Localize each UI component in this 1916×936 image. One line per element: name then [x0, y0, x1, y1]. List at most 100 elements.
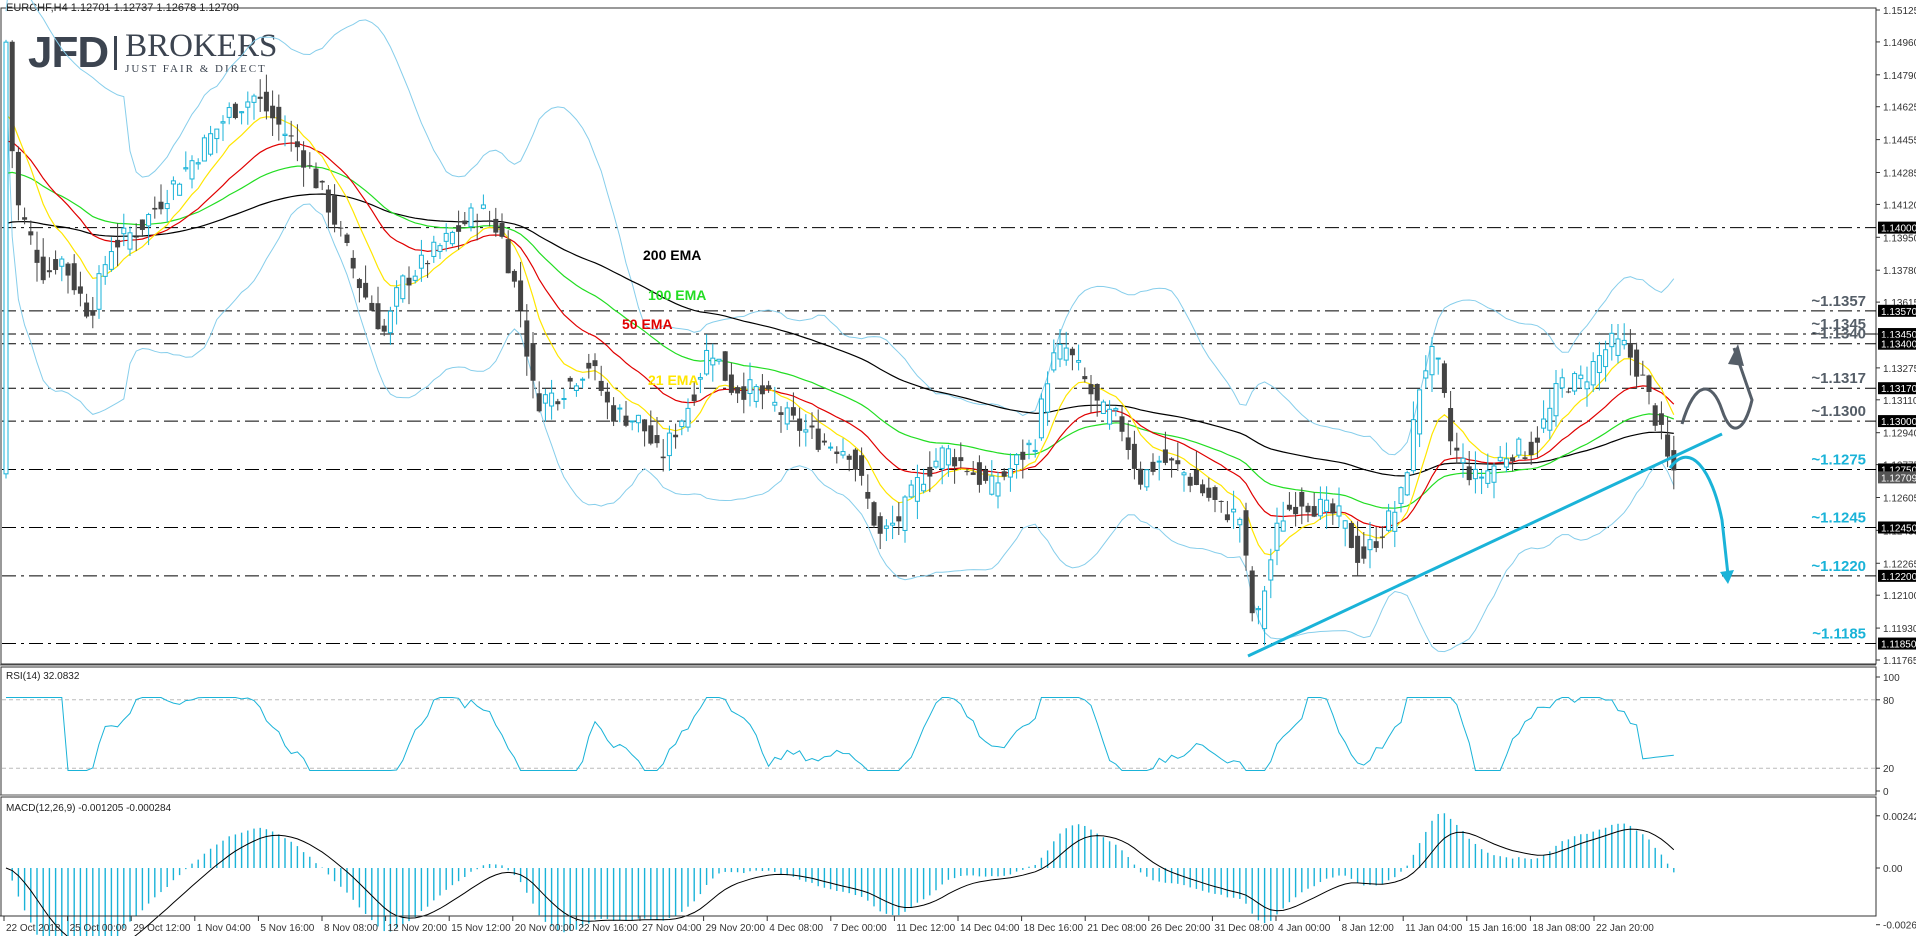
bull-candle: [400, 275, 406, 300]
bear-candle: [1069, 348, 1075, 356]
bear-candle: [976, 462, 982, 485]
bull-candle: [1572, 373, 1578, 392]
bear-candle: [356, 279, 362, 289]
price-level-label: 1.14000: [1881, 224, 1916, 235]
bear-candle: [1355, 535, 1361, 563]
bull-candle: [939, 447, 945, 469]
bull-candle: [1113, 408, 1119, 411]
price-level-badge: [1878, 569, 1916, 582]
time-tick-label: 25 Oct 00:00: [70, 923, 128, 934]
time-tick-label: 11 Dec 12:00: [896, 923, 955, 934]
price-tick-label: 1.13615: [1883, 298, 1916, 309]
bull-candle: [1274, 522, 1280, 551]
rsi-pane: 100 80 20 0: [2, 673, 1900, 798]
bear-candle: [493, 218, 499, 233]
bear-candle: [1249, 570, 1255, 614]
level-annotation: ~1.1275: [1811, 451, 1866, 468]
time-tick-label: 15 Nov 12:00: [451, 923, 511, 934]
rsi-tick-label: 20: [1883, 764, 1895, 775]
time-tick-label: 5 Nov 16:00: [260, 923, 314, 934]
bull-candle: [282, 133, 288, 137]
bull-candle: [580, 378, 586, 381]
bull-candle: [468, 207, 474, 228]
bear-candle: [1634, 349, 1640, 377]
bull-candle: [387, 310, 393, 334]
time-tick-label: 29 Oct 12:00: [133, 923, 191, 934]
rsi-tick-label: 0: [1883, 787, 1889, 798]
bull-candle: [1479, 476, 1485, 479]
bear-candle: [350, 257, 356, 269]
ema-200-line: [5, 193, 1674, 477]
price-level-badge: [1878, 304, 1916, 317]
bull-candle: [170, 180, 176, 185]
bear-candle: [735, 387, 741, 394]
level-annotation: ~1.1300: [1811, 403, 1866, 420]
bear-candle: [1441, 363, 1447, 394]
bull-candle: [549, 392, 555, 407]
bear-candle: [487, 220, 493, 222]
macd-signal-line: [5, 828, 1675, 936]
price-level-badge: [1878, 328, 1916, 341]
bear-candle: [790, 407, 796, 416]
bear-candle: [332, 195, 338, 225]
bull-candle: [201, 137, 207, 162]
bull-candle: [1386, 510, 1392, 531]
price-level-label: 1.12750: [1881, 465, 1916, 476]
bull-candle: [1367, 539, 1373, 551]
bear-candle: [1658, 413, 1664, 425]
bull-candle: [480, 204, 486, 209]
time-tick-label: 18 Jan 08:00: [1532, 923, 1590, 934]
bull-candle: [1063, 347, 1069, 361]
bear-candle: [375, 303, 381, 330]
bear-candle: [263, 91, 269, 112]
horizontal-levels: [2, 227, 1876, 645]
time-tick-label: 8 Nov 08:00: [324, 923, 378, 934]
bear-candle: [896, 516, 902, 522]
bear-candle: [1671, 450, 1677, 471]
ema-100-line: [5, 165, 1675, 509]
bull-candle: [1107, 408, 1113, 425]
main-pane-frame: [0, 7, 1877, 665]
time-tick-label: 18 Dec 16:00: [1024, 923, 1084, 934]
bull-candle: [59, 258, 65, 267]
logo-name: BROKERS: [125, 28, 278, 64]
bear-candle: [611, 405, 617, 422]
price-level-label: 1.13170: [1881, 384, 1916, 395]
bull-candle: [1262, 590, 1268, 630]
bear-candle: [152, 207, 158, 210]
bull-candle: [1615, 338, 1621, 356]
ema-label: 50 EMA: [622, 316, 673, 332]
bear-candle: [288, 135, 294, 137]
bear-candle: [555, 401, 561, 405]
bear-candle: [363, 282, 369, 298]
bear-candle: [797, 418, 803, 431]
bear-candle: [865, 491, 871, 499]
time-tick-label: 29 Nov 20:00: [706, 923, 766, 934]
bear-candle: [22, 217, 28, 220]
bull-candle: [1268, 559, 1274, 581]
bear-candle: [927, 466, 933, 477]
price-tick-label: 1.13110: [1883, 396, 1916, 407]
bull-candle: [561, 397, 567, 400]
bear-candle: [406, 277, 412, 286]
arrow-head-down-icon: [1720, 570, 1734, 584]
bull-candle: [96, 273, 102, 310]
candlesticks: [3, 39, 1677, 646]
bull-candle: [394, 287, 400, 307]
bear-candle: [1565, 391, 1571, 393]
bear-candle: [952, 457, 958, 467]
bear-candle: [877, 516, 883, 534]
bear-candle: [846, 455, 852, 460]
time-tick-label: 4 Jan 00:00: [1278, 923, 1331, 934]
time-axis[interactable]: 22 Oct 2018 25 Oct 00:00 29 Oct 12:00 1 Nov…: [0, 915, 1876, 934]
bull-candle: [1317, 498, 1323, 517]
bear-candle: [1200, 484, 1206, 494]
bull-candle: [1584, 381, 1590, 390]
bear-candle: [133, 236, 139, 238]
bear-candle: [505, 239, 511, 274]
bear-candle: [462, 220, 468, 225]
bull-candle: [666, 432, 672, 457]
price-axis[interactable]: 1.15125 1.14960 1.14790 1.14625 1.14455 1.142…: [1876, 6, 1916, 667]
bear-candle: [1646, 375, 1652, 392]
